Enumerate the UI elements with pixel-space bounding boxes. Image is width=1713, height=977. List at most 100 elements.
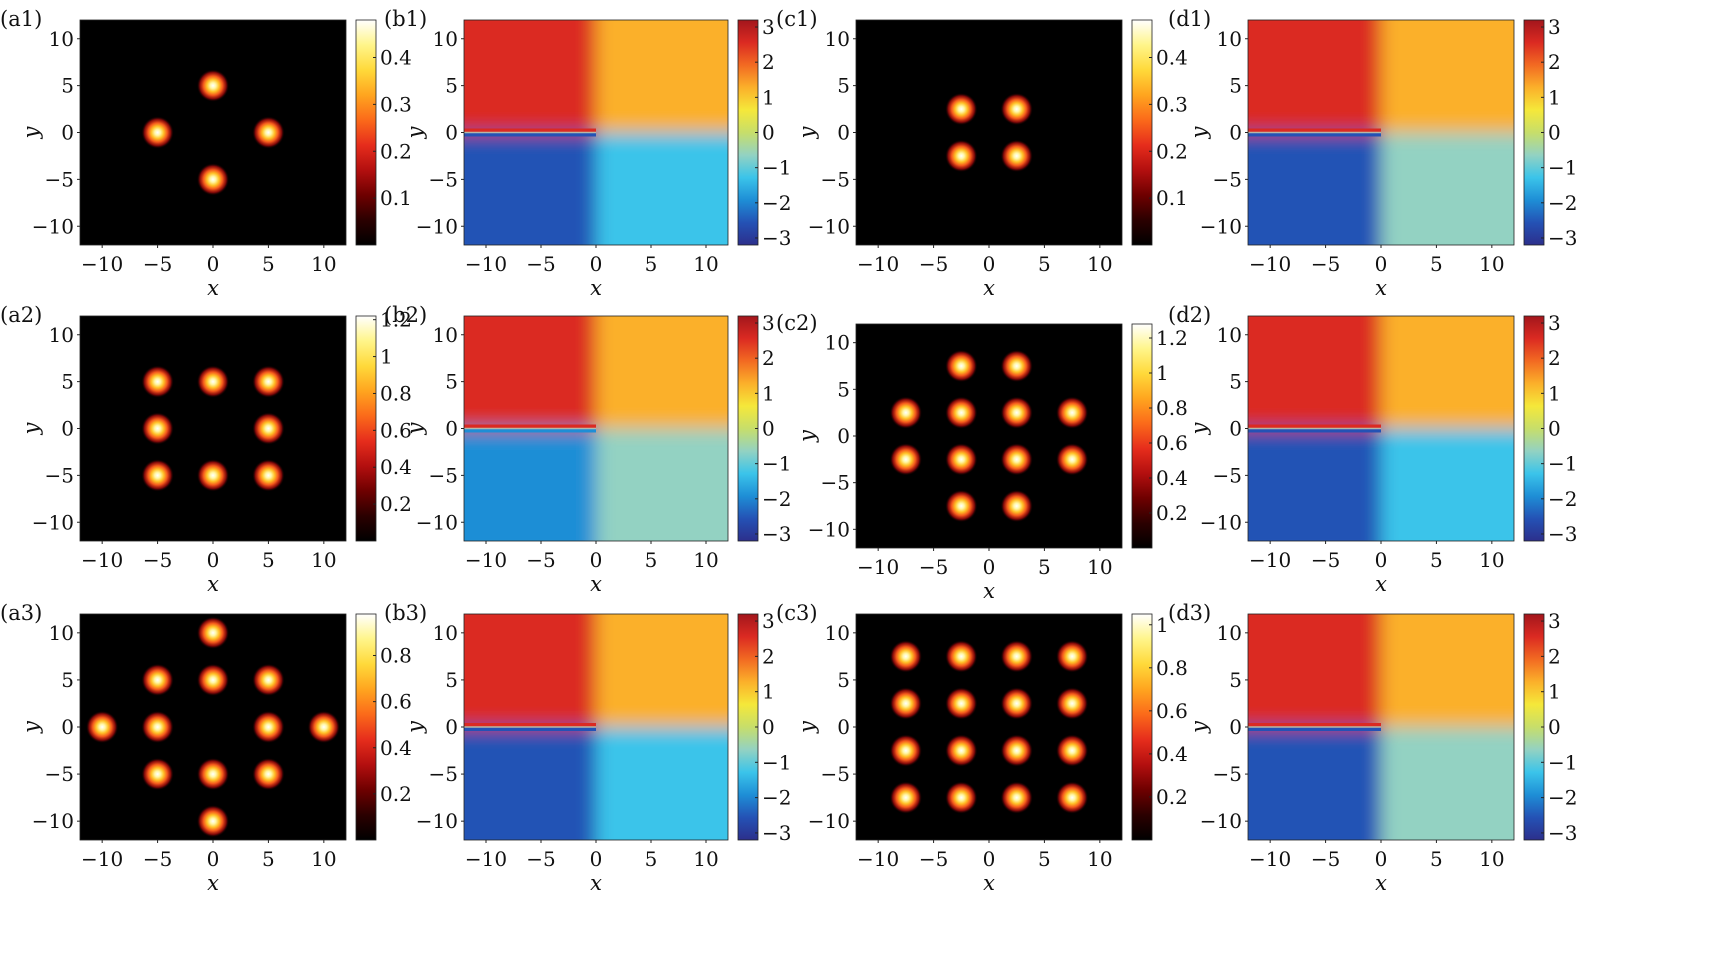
y-tick-label: 5 bbox=[445, 668, 458, 692]
colorbar-tick-label: 1 bbox=[762, 381, 775, 405]
y-tick-label: −5 bbox=[429, 167, 458, 191]
colorbar-tick-label: 0.8 bbox=[1156, 396, 1188, 420]
y-axis-label: y bbox=[403, 720, 427, 734]
intensity-spot bbox=[307, 710, 340, 744]
colorbar-tick-label: 0.2 bbox=[380, 139, 412, 163]
branch-cut-top bbox=[464, 723, 596, 727]
x-tick-label: −10 bbox=[81, 847, 123, 871]
y-tick-label: −10 bbox=[808, 809, 850, 833]
colorbar-tick-label: 1 bbox=[762, 85, 775, 109]
x-tick-label: 10 bbox=[311, 548, 336, 572]
x-tick-label: 10 bbox=[311, 252, 336, 276]
colorbar bbox=[355, 613, 377, 841]
intensity-spot bbox=[889, 781, 922, 814]
y-tick-label: 10 bbox=[433, 323, 458, 347]
y-axis-label: y bbox=[1187, 125, 1211, 139]
plot-area bbox=[80, 614, 346, 840]
x-axis-label: x bbox=[590, 572, 602, 596]
intensity-spot bbox=[141, 365, 174, 398]
colorbar-tick-label: 0.2 bbox=[380, 492, 412, 516]
colorbar-tick-label: 3 bbox=[1548, 311, 1561, 335]
y-tick-label: 10 bbox=[825, 27, 850, 51]
colorbar-tick-label: 0.4 bbox=[380, 46, 412, 70]
x-tick-label: −10 bbox=[465, 847, 507, 871]
y-tick-label: 0 bbox=[61, 121, 74, 145]
y-tick-label: 0 bbox=[445, 715, 458, 739]
intensity-spot bbox=[141, 710, 174, 744]
colorbar-tick-label: 0.2 bbox=[1156, 785, 1188, 809]
colorbar-tick-label: 0.4 bbox=[1156, 46, 1188, 70]
branch-cut-bottom bbox=[464, 727, 596, 731]
branch-cut-top bbox=[1248, 128, 1381, 133]
panel-label: (a2) bbox=[0, 303, 42, 327]
y-tick-label: −5 bbox=[821, 167, 850, 191]
plot-background bbox=[80, 614, 346, 840]
panel-label: (a1) bbox=[0, 7, 42, 31]
y-axis-label: y bbox=[1187, 720, 1211, 734]
x-tick-label: −5 bbox=[143, 548, 172, 572]
panel-a2: −10 −5 0 5 10 −10 −5 0 5 10 x y (a2) 0.2 0.4 0.6 0.8 1 1.2 bbox=[0, 303, 412, 596]
x-tick-label: −5 bbox=[143, 252, 172, 276]
colorbar-tick-label: 0 bbox=[1548, 417, 1561, 441]
intensity-spot bbox=[945, 139, 978, 173]
colorbar-tick-label: 0 bbox=[762, 417, 775, 441]
x-tick-label: 0 bbox=[207, 548, 220, 572]
panel-c3: −10 −5 0 5 10 −10 −5 0 5 10 x y (c3) 0.2 0.4 0.6 0.8 1 bbox=[776, 601, 1188, 895]
colorbar-tick-label: 1 bbox=[1156, 361, 1169, 385]
intensity-spot bbox=[252, 663, 285, 696]
x-tick-label: 5 bbox=[1430, 847, 1443, 871]
intensity-spot bbox=[252, 459, 285, 492]
phase-quadrant bbox=[596, 614, 728, 727]
phase-quadrant bbox=[1381, 428, 1514, 541]
intensity-spot bbox=[1000, 734, 1033, 767]
intensity-spot bbox=[945, 687, 978, 720]
intensity-spot bbox=[1056, 640, 1089, 673]
x-tick-label: 5 bbox=[262, 548, 275, 572]
y-tick-label: −10 bbox=[808, 214, 850, 238]
intensity-spot bbox=[196, 663, 230, 696]
intensity-spot bbox=[1000, 443, 1033, 476]
x-tick-label: 10 bbox=[693, 252, 718, 276]
x-tick-label: 10 bbox=[693, 548, 718, 572]
y-axis-label: y bbox=[795, 429, 819, 443]
plot-background bbox=[856, 324, 1122, 548]
colorbar-tick-label: 1 bbox=[1156, 613, 1169, 637]
branch-cut-bottom bbox=[1248, 727, 1381, 731]
x-tick-label: 10 bbox=[693, 847, 718, 871]
intensity-spot bbox=[945, 92, 978, 126]
intensity-spot bbox=[141, 116, 174, 149]
phase-quadrant bbox=[596, 20, 728, 133]
plot-area bbox=[856, 324, 1122, 548]
colorbar-tick-label: 0.2 bbox=[380, 782, 412, 806]
intensity-spot bbox=[945, 489, 978, 523]
y-tick-label: 10 bbox=[825, 331, 850, 355]
intensity-spot bbox=[945, 349, 978, 383]
x-tick-label: −10 bbox=[1249, 548, 1291, 572]
phase-quadrant bbox=[464, 316, 596, 429]
intensity-spot bbox=[1000, 349, 1033, 383]
colorbar-tick-label: 1.2 bbox=[380, 308, 412, 332]
phase-quadrant bbox=[464, 132, 596, 245]
colorbar-tick-label: 3 bbox=[1548, 15, 1561, 39]
colorbar-tick-label: −1 bbox=[1548, 750, 1577, 774]
y-tick-label: 5 bbox=[61, 668, 74, 692]
y-tick-label: 10 bbox=[825, 621, 850, 645]
colorbar-tick-label: 2 bbox=[762, 644, 775, 668]
panel-label: (b2) bbox=[384, 303, 427, 327]
colorbar-tick-label: 3 bbox=[762, 311, 775, 335]
y-axis-label: y bbox=[795, 720, 819, 734]
phase-quadrant bbox=[1248, 132, 1381, 245]
colorbar-tick-label: −2 bbox=[762, 191, 791, 215]
y-axis-label: y bbox=[19, 421, 43, 435]
intensity-spot bbox=[1000, 92, 1033, 126]
x-axis-label: x bbox=[1375, 276, 1387, 300]
x-tick-label: −10 bbox=[1249, 847, 1291, 871]
x-tick-label: 10 bbox=[1479, 548, 1504, 572]
x-tick-label: 0 bbox=[983, 252, 996, 276]
x-tick-label: 5 bbox=[262, 252, 275, 276]
colorbar-tick-label: −2 bbox=[1548, 786, 1577, 810]
colorbar-tick-label: −1 bbox=[762, 156, 791, 180]
